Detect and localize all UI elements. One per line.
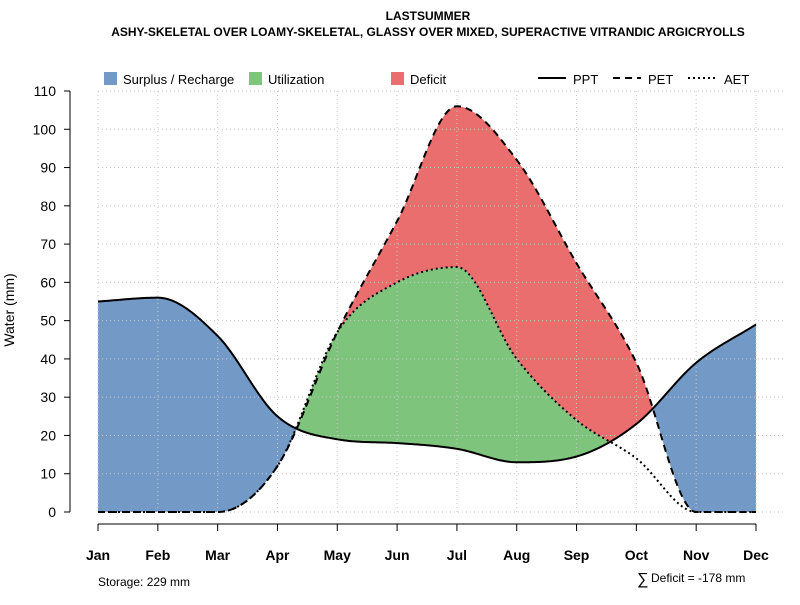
- deficit-total-annotation: Deficit = -178 mm: [651, 571, 745, 585]
- x-tick-label: Mar: [205, 547, 230, 563]
- y-tick-label: 60: [40, 274, 56, 290]
- y-tick-label: 0: [48, 504, 56, 520]
- y-tick-label: 110: [34, 83, 57, 99]
- grid-layer: [97, 90, 785, 513]
- storage-annotation: Storage: 229 mm: [98, 575, 190, 589]
- x-tick-label: Aug: [503, 547, 530, 563]
- chart-title: LASTSUMMER: [386, 9, 471, 23]
- area-layer: [98, 106, 756, 512]
- x-tick-label: Jan: [86, 547, 110, 563]
- y-axis-label: Water (mm): [1, 273, 17, 346]
- x-tick-label: Jul: [447, 547, 467, 563]
- y-tick-label: 80: [40, 198, 56, 214]
- series-line-layer: [97, 105, 757, 513]
- y-tick-label: 90: [40, 160, 56, 176]
- series-line-aet: [98, 266, 756, 513]
- y-tick-label: 30: [40, 389, 56, 405]
- axes-layer: 0 10 20 30 40 50 60 70 80 90 100 110 Jan Feb Mar Apr May…: [33, 83, 769, 563]
- deficit-area: [98, 106, 756, 442]
- legend: Surplus / Recharge Utilization Deficit P…: [104, 72, 749, 87]
- x-tick-label: Sep: [564, 547, 590, 563]
- y-tick-label: 40: [40, 351, 56, 367]
- legend-label-aet: AET: [724, 72, 749, 87]
- legend-label-surplus: Surplus / Recharge: [123, 72, 234, 87]
- y-tick-label: 20: [40, 427, 56, 443]
- x-tick-label: May: [324, 547, 351, 563]
- chart-subtitle: ASHY-SKELETAL OVER LOAMY-SKELETAL, GLASS…: [111, 25, 745, 39]
- y-tick-label: 50: [40, 313, 56, 329]
- y-tick-label: 70: [40, 236, 56, 252]
- x-tick-label: Oct: [625, 547, 649, 563]
- x-tick-label: Dec: [743, 547, 769, 563]
- legend-swatch-surplus: [104, 72, 117, 85]
- surplus-area: [98, 297, 756, 512]
- y-tick-label: 10: [40, 466, 56, 482]
- x-tick-label: Apr: [265, 547, 290, 563]
- legend-label-pet: PET: [648, 72, 673, 87]
- sum-symbol: ∑: [637, 571, 648, 588]
- legend-label-ppt: PPT: [573, 72, 598, 87]
- x-tick-label: Nov: [683, 547, 710, 563]
- x-tick-label: Jun: [385, 547, 410, 563]
- y-tick-label: 100: [33, 121, 57, 137]
- series-line-pet: [98, 105, 756, 513]
- legend-label-utilization: Utilization: [268, 72, 324, 87]
- legend-label-deficit: Deficit: [410, 72, 447, 87]
- legend-swatch-deficit: [391, 72, 404, 85]
- series-line-ppt: [97, 296, 757, 464]
- legend-swatch-utilization: [249, 72, 262, 85]
- x-tick-label: Feb: [145, 547, 170, 563]
- utilization-area: [98, 267, 756, 463]
